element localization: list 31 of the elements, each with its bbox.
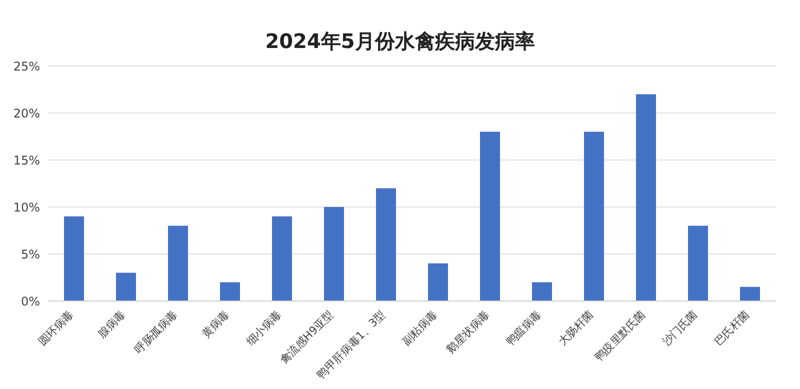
x-tick-label: 腺病毒 [96,308,128,340]
bar [740,286,760,301]
bar [376,188,396,301]
x-tick-label: 鸭瘟病毒 [504,308,544,348]
y-tick-label: 15% [13,153,40,168]
bar [428,263,448,301]
x-tick-label: 圆环病毒 [36,308,76,348]
x-tick-label: 细小病毒 [244,308,284,348]
bar [324,207,344,301]
x-tick-label: 巴氏杆菌 [712,308,752,348]
y-tick-label: 0% [20,294,40,308]
bar [220,282,240,301]
bar [688,226,708,301]
x-tick-label: 沙门氏菌 [660,308,700,348]
x-tick-label: 副粘病毒 [400,308,440,348]
y-tick-label: 5% [20,247,40,262]
bar [272,216,292,301]
y-tick-label: 25% [13,59,40,74]
bar [64,216,84,301]
y-tick-label: 10% [13,200,40,214]
bar [532,282,552,301]
y-tick-label: 20% [13,106,40,120]
x-tick-label: 鹅星状病毒 [444,308,492,356]
x-tick-label: 呼肠孤病毒 [132,308,180,356]
bar [584,132,604,301]
bar [116,272,136,301]
bar [480,132,500,301]
bar [168,226,188,301]
chart-title: 2024年5月份水禽疾病发病率 [264,28,536,55]
bar [636,94,656,301]
x-tick-label: 黄病毒 [200,308,232,340]
